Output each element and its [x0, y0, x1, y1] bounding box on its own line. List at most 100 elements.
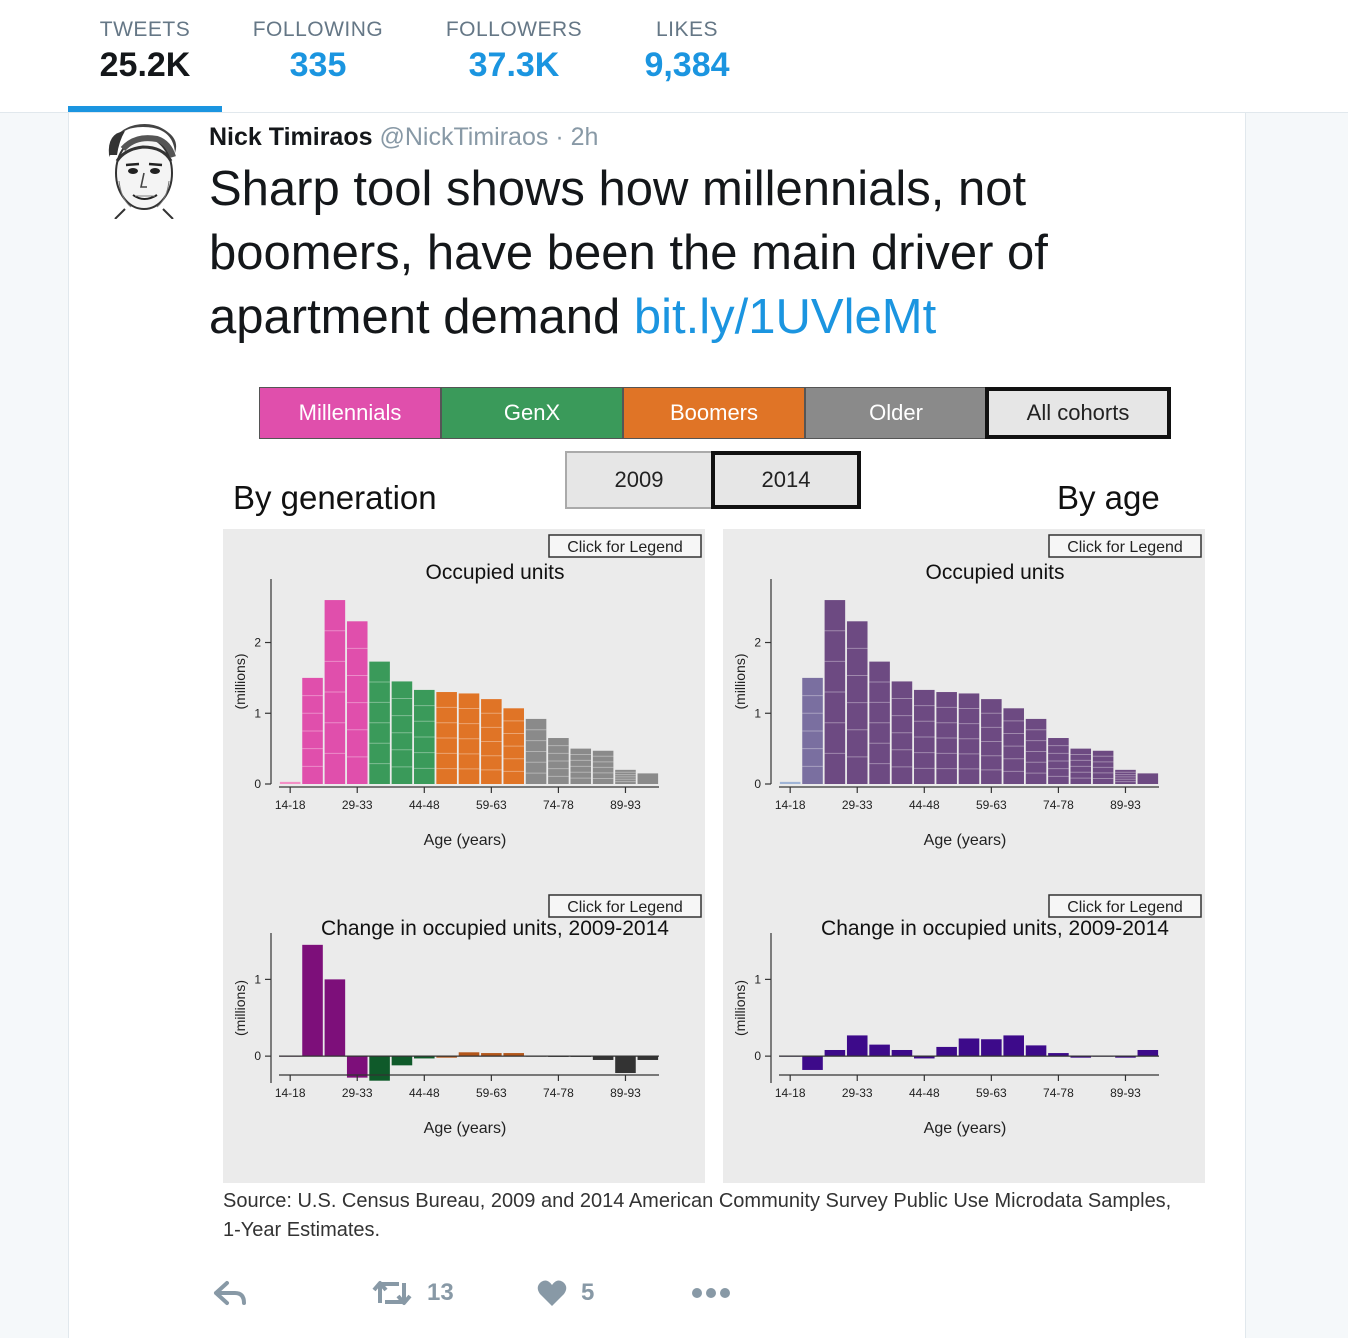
more-icon [692, 1288, 730, 1298]
panel-by-generation: Click for Legend Occupied units 0 1 2 (millio… [223, 529, 705, 1183]
bar [302, 944, 323, 1057]
reply-button[interactable] [213, 1279, 247, 1307]
cohort-label: Older [869, 400, 923, 425]
x-tick-label: 44-48 [409, 798, 440, 812]
stat-tweets[interactable]: TWEETS 25.2K [96, 18, 194, 85]
bar [548, 738, 569, 784]
bar [869, 661, 890, 784]
x-tick-label: 29-33 [842, 1086, 873, 1100]
x-tick-label: 89-93 [610, 798, 641, 812]
cohort-button-genx[interactable]: GenX [441, 387, 623, 439]
tweet-timestamp[interactable]: · 2h [555, 123, 599, 151]
bar [981, 1039, 1002, 1057]
bar [436, 1056, 457, 1058]
x-axis-label: Age (years) [924, 1120, 1007, 1137]
chart-title: Change in occupied units, 2009-2014 [321, 917, 669, 940]
bar [914, 689, 935, 784]
cohort-button-older[interactable]: Older [805, 387, 987, 439]
chart-title: Occupied units [926, 561, 1065, 584]
y-tick-label: 0 [254, 777, 261, 791]
x-tick-label: 44-48 [409, 1086, 440, 1100]
stat-followers[interactable]: FOLLOWERS 37.3K [443, 18, 585, 85]
bar [391, 1056, 413, 1066]
legend-button-label: Click for Legend [567, 539, 683, 556]
chart-title: Occupied units [426, 561, 565, 584]
y-tick-label: 1 [754, 706, 761, 720]
bar [391, 681, 413, 784]
x-tick-label: 74-78 [1043, 1086, 1074, 1100]
reply-icon [214, 1281, 246, 1305]
x-tick-label: 14-18 [775, 1086, 806, 1100]
heart-icon [537, 1280, 567, 1306]
bar [1048, 738, 1069, 784]
bar [824, 1049, 846, 1057]
y-tick-label: 1 [754, 972, 761, 986]
cohort-label: Millennials [298, 400, 402, 425]
bar [958, 693, 980, 784]
legend-button [548, 534, 702, 558]
stat-following[interactable]: FOLLOWING 335 [250, 18, 386, 85]
y-axis-label: (millions) [732, 654, 748, 710]
y-axis-label: (millions) [232, 980, 248, 1036]
cohort-label: Boomers [669, 400, 759, 425]
y-axis-label: (millions) [732, 980, 748, 1036]
bar [958, 1038, 980, 1057]
x-tick-label: 14-18 [275, 1086, 306, 1100]
bar [1003, 1035, 1024, 1057]
cohort-button-millennials[interactable]: Millennials [259, 387, 441, 439]
y-tick-label: 1 [254, 972, 261, 986]
x-tick-label: 29-33 [342, 798, 373, 812]
stat-followers-value: 37.3K [468, 46, 560, 84]
author-handle[interactable]: @NickTimiraos [379, 123, 549, 151]
tweet-text: Sharp tool shows how millennials, not bo… [209, 157, 1209, 349]
y-tick-label: 0 [254, 1049, 261, 1063]
active-tab-indicator [68, 106, 222, 112]
bar [324, 979, 346, 1057]
year-button-2014[interactable]: 2014 [711, 451, 861, 509]
bar [1048, 1053, 1069, 1057]
cohort-button-boomers[interactable]: Boomers [623, 387, 805, 439]
bar [570, 748, 592, 784]
stat-tweets-label: TWEETS [99, 18, 191, 41]
cohort-button-all[interactable]: All cohorts [985, 387, 1171, 439]
x-axis-label: Age (years) [424, 1120, 507, 1137]
tweet-card[interactable]: Nick Timiraos @NickTimiraos · 2h Sharp t… [68, 113, 1246, 1338]
x-tick-label: 44-48 [909, 798, 940, 812]
retweet-button[interactable]: 13 [371, 1279, 454, 1307]
y-tick-label: 0 [754, 777, 761, 791]
tweet-body: Sharp tool shows how millennials, not bo… [209, 162, 1048, 344]
bar [481, 699, 502, 784]
like-count: 5 [581, 1279, 595, 1306]
bar [1137, 1049, 1159, 1057]
x-tick-label: 59-63 [976, 798, 1007, 812]
x-tick-label: 89-93 [1110, 798, 1141, 812]
year-button-2009[interactable]: 2009 [565, 451, 713, 509]
tweet-media[interactable]: Millennials GenX Boomers Older All cohor… [219, 371, 1205, 1251]
legend-button [1048, 534, 1202, 558]
section-title-by-generation: By generation [233, 479, 437, 516]
bar [346, 1056, 368, 1078]
tweet-link[interactable]: bit.ly/1UVleMt [633, 290, 937, 344]
more-button[interactable] [691, 1279, 731, 1307]
bar [824, 600, 846, 784]
bar [1137, 773, 1159, 784]
y-axis-label: (millions) [232, 654, 248, 710]
chart-title: Change in occupied units, 2009-2014 [821, 917, 1169, 940]
x-tick-label: 59-63 [476, 798, 507, 812]
x-tick-label: 59-63 [976, 1086, 1007, 1100]
avatar[interactable] [95, 121, 189, 219]
stat-likes[interactable]: LIKES 9,384 [638, 18, 736, 85]
bar [615, 1056, 636, 1074]
stat-tweets-value: 25.2K [99, 46, 191, 84]
bar [324, 600, 346, 784]
bar [1070, 748, 1092, 784]
author-name[interactable]: Nick Timiraos [209, 123, 373, 151]
bar [869, 1044, 890, 1057]
bar [279, 781, 301, 784]
bar [346, 621, 368, 784]
like-button[interactable]: 5 [537, 1279, 594, 1307]
bar [369, 1056, 390, 1081]
